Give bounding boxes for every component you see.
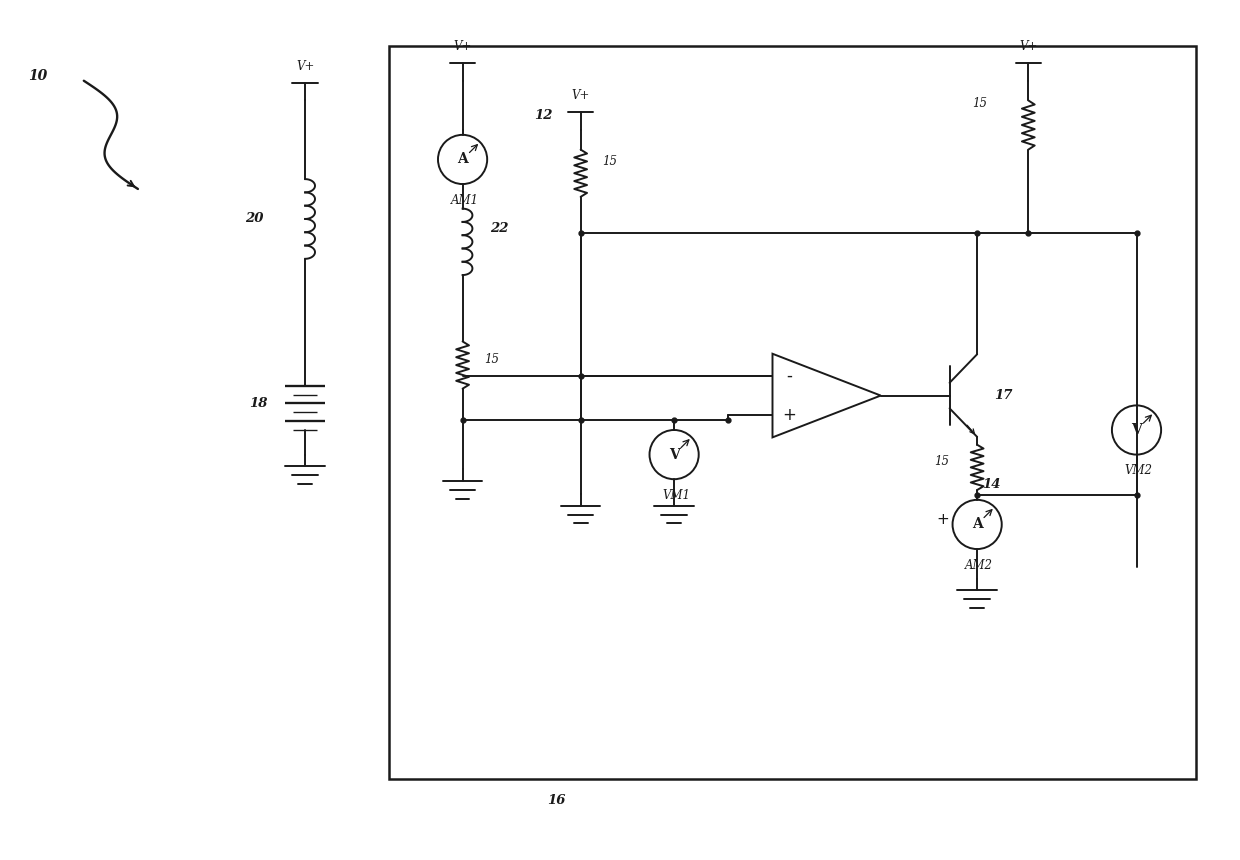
Text: AM2: AM2 [965, 559, 993, 572]
Text: -: - [786, 367, 792, 385]
Text: V+: V+ [572, 89, 590, 102]
Text: VM1: VM1 [662, 489, 691, 502]
Text: 17: 17 [994, 389, 1012, 402]
Text: A: A [458, 152, 467, 167]
Text: 14: 14 [982, 477, 1001, 490]
Text: 20: 20 [246, 212, 264, 225]
Text: +: + [936, 512, 949, 527]
Bar [389, 46, 1195, 779]
Text: A: A [972, 518, 982, 531]
Text: V+: V+ [454, 40, 471, 53]
Text: 15: 15 [485, 353, 500, 366]
Text: 15: 15 [935, 455, 950, 468]
Text: 15: 15 [972, 97, 987, 110]
Text: 15: 15 [603, 155, 618, 168]
Text: V: V [1131, 423, 1142, 437]
Text: V+: V+ [296, 60, 315, 73]
Text: V+: V+ [1019, 40, 1038, 53]
Text: 18: 18 [249, 397, 268, 410]
Text: 22: 22 [490, 222, 508, 235]
Text: 16: 16 [547, 794, 565, 807]
Text: VM2: VM2 [1125, 464, 1152, 477]
Text: 12: 12 [534, 108, 553, 121]
Text: 10: 10 [29, 69, 47, 83]
Text: AM1: AM1 [450, 194, 479, 207]
Text: V: V [668, 447, 680, 462]
Text: +: + [782, 406, 796, 424]
